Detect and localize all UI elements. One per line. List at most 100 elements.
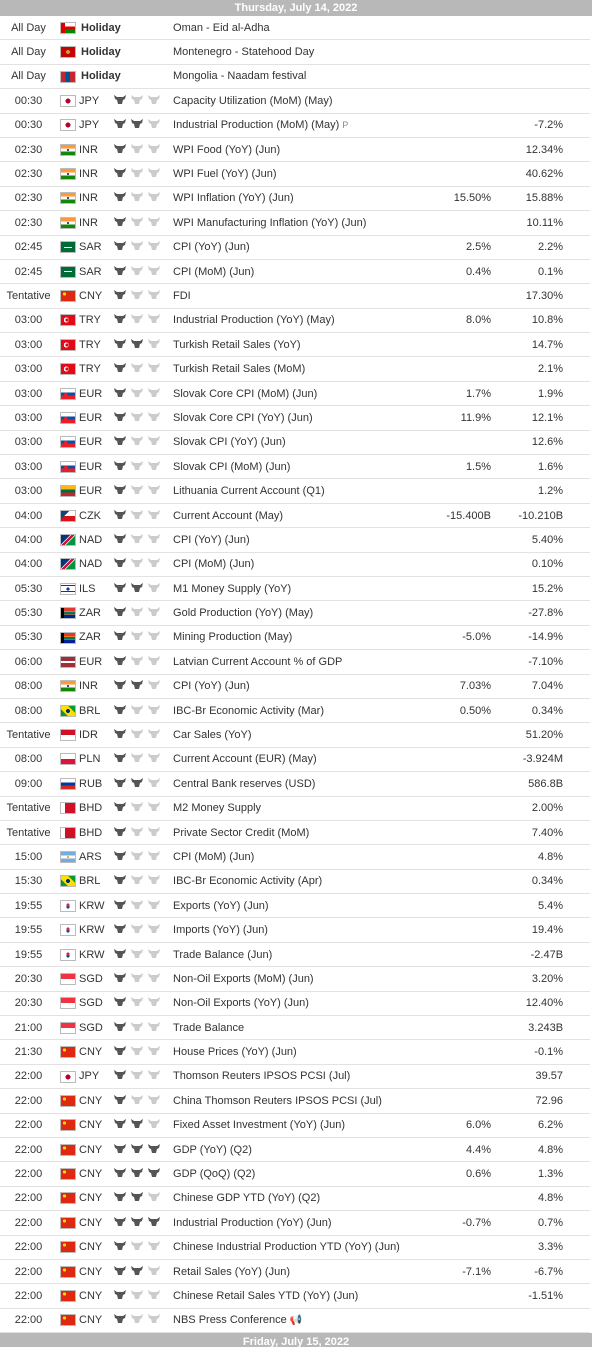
event-name[interactable]: Private Sector Credit (MoM)	[173, 826, 310, 839]
event-row[interactable]: Tentative CNY FDI 17.30%	[0, 283, 591, 309]
event-name[interactable]: GDP (QoQ) (Q2)	[173, 1168, 256, 1181]
event-row[interactable]: 03:00 EUR Slovak Core CPI (YoY) (Jun) 11…	[0, 405, 591, 431]
event-row[interactable]: 02:30 INR WPI Food (YoY) (Jun) 12.34%	[0, 137, 591, 163]
event-name-cell[interactable]: House Prices (YoY) (Jun)	[171, 1039, 412, 1065]
event-name-cell[interactable]: CPI (MoM) (Jun)	[171, 844, 412, 870]
holiday-row[interactable]: All Day Holiday Mongolia - Naadam festiv…	[0, 64, 591, 90]
event-name[interactable]: Thomson Reuters IPSOS PCSI (Jul)	[173, 1070, 351, 1083]
event-row[interactable]: 05:30 ZAR Gold Production (YoY) (May) -2…	[0, 600, 591, 626]
event-name-cell[interactable]: M2 Money Supply	[171, 796, 412, 821]
event-name-cell[interactable]: Central Bank reserves (USD)	[171, 771, 412, 797]
event-name[interactable]: Turkish Retail Sales (YoY)	[173, 338, 301, 351]
event-name[interactable]: Central Bank reserves (USD)	[173, 777, 316, 790]
event-name[interactable]: Imports (YoY) (Jun)	[173, 924, 268, 937]
event-name-cell[interactable]: Industrial Production (MoM) (May) P	[171, 113, 412, 138]
event-name-cell[interactable]: CPI (YoY) (Jun)	[171, 235, 412, 260]
event-name-cell[interactable]: CPI (YoY) (Jun)	[171, 527, 412, 553]
event-row[interactable]: 20:30 SGD Non-Oil Exports (YoY) (Jun) 12…	[0, 991, 591, 1017]
event-name-cell[interactable]: Lithuania Current Account (Q1)	[171, 478, 412, 504]
event-name-cell[interactable]: Turkish Retail Sales (YoY)	[171, 332, 412, 358]
event-name[interactable]: Capacity Utilization (MoM) (May)	[173, 94, 333, 107]
event-name[interactable]: FDI	[173, 289, 191, 302]
event-name[interactable]: WPI Food (YoY) (Jun)	[173, 143, 281, 156]
event-name[interactable]: Current Account (May)	[173, 509, 284, 522]
event-row[interactable]: 22:00 CNY Fixed Asset Investment (YoY) (…	[0, 1113, 591, 1138]
event-name[interactable]: Slovak Core CPI (YoY) (Jun)	[173, 411, 313, 424]
event-name-cell[interactable]: Trade Balance	[171, 1015, 412, 1041]
event-row[interactable]: 00:30 JPY Capacity Utilization (MoM) (Ma…	[0, 88, 591, 114]
event-name[interactable]: House Prices (YoY) (Jun)	[173, 1046, 297, 1059]
event-name[interactable]: Exports (YoY) (Jun)	[173, 899, 269, 912]
event-row[interactable]: 02:30 INR WPI Fuel (YoY) (Jun) 40.62%	[0, 161, 591, 187]
event-name-cell[interactable]: Current Account (May)	[171, 503, 412, 529]
event-row[interactable]: 22:00 CNY NBS Press Conference 📢	[0, 1308, 591, 1334]
event-name-cell[interactable]: FDI	[171, 283, 412, 309]
event-row[interactable]: 06:00 EUR Latvian Current Account % of G…	[0, 649, 591, 675]
event-name-cell[interactable]: Industrial Production (YoY) (Jun)	[171, 1210, 412, 1236]
event-name[interactable]: NBS Press Conference	[173, 1314, 287, 1327]
event-row[interactable]: 05:30 ILS M1 Money Supply (YoY) 15.2%	[0, 576, 591, 602]
event-name-cell[interactable]: Industrial Production (YoY) (May)	[171, 308, 412, 334]
event-name-cell[interactable]: GDP (QoQ) (Q2)	[171, 1161, 412, 1187]
event-row[interactable]: 22:00 JPY Thomson Reuters IPSOS PCSI (Ju…	[0, 1064, 591, 1090]
event-row[interactable]: 03:00 EUR Slovak CPI (YoY) (Jun) 12.6%	[0, 430, 591, 456]
event-name-cell[interactable]: Slovak CPI (MoM) (Jun)	[171, 454, 412, 480]
event-name[interactable]: Industrial Production (YoY) (Jun)	[173, 1216, 332, 1229]
event-row[interactable]: 03:00 EUR Lithuania Current Account (Q1)…	[0, 478, 591, 504]
event-name[interactable]: Latvian Current Account % of GDP	[173, 655, 343, 668]
event-name[interactable]: CPI (YoY) (Jun)	[173, 533, 250, 546]
event-name[interactable]: IBC-Br Economic Activity (Apr)	[173, 875, 323, 888]
event-row[interactable]: 03:00 EUR Slovak Core CPI (MoM) (Jun) 1.…	[0, 381, 591, 407]
event-row[interactable]: 04:00 CZK Current Account (May) -15.400B…	[0, 503, 591, 529]
event-name-cell[interactable]: Chinese Retail Sales YTD (YoY) (Jun)	[171, 1283, 412, 1309]
event-row[interactable]: 04:00 NAD CPI (MoM) (Jun) 0.10%	[0, 552, 591, 577]
event-name-cell[interactable]: Current Account (EUR) (May)	[171, 747, 412, 773]
event-name-cell[interactable]: WPI Fuel (YoY) (Jun)	[171, 161, 412, 187]
event-name[interactable]: Fixed Asset Investment (YoY) (Jun)	[173, 1119, 346, 1132]
event-row[interactable]: 22:00 CNY Chinese GDP YTD (YoY) (Q2) 4.8…	[0, 1186, 591, 1212]
event-name-cell[interactable]: Slovak Core CPI (YoY) (Jun)	[171, 405, 412, 431]
event-name-cell[interactable]: WPI Inflation (YoY) (Jun)	[171, 186, 412, 212]
event-name[interactable]: WPI Fuel (YoY) (Jun)	[173, 168, 277, 181]
event-name[interactable]: WPI Inflation (YoY) (Jun)	[173, 192, 294, 205]
event-row[interactable]: 22:00 CNY Chinese Retail Sales YTD (YoY)…	[0, 1283, 591, 1309]
event-name[interactable]: Industrial Production (YoY) (May)	[173, 314, 335, 327]
event-row[interactable]: Tentative BHD Private Sector Credit (MoM…	[0, 820, 591, 846]
event-name-cell[interactable]: Non-Oil Exports (MoM) (Jun)	[171, 966, 412, 992]
event-row[interactable]: 21:00 SGD Trade Balance 3.243B	[0, 1015, 591, 1041]
event-name[interactable]: Current Account (EUR) (May)	[173, 753, 317, 766]
event-row[interactable]: 03:00 EUR Slovak CPI (MoM) (Jun) 1.5% 1.…	[0, 454, 591, 480]
event-name[interactable]: Gold Production (YoY) (May)	[173, 607, 314, 620]
event-name[interactable]: Trade Balance (Jun)	[173, 948, 273, 961]
event-row[interactable]: 22:00 CNY China Thomson Reuters IPSOS PC…	[0, 1088, 591, 1114]
event-name[interactable]: CPI (YoY) (Jun)	[173, 241, 250, 254]
event-name[interactable]: Slovak CPI (YoY) (Jun)	[173, 436, 286, 449]
event-row[interactable]: 19:55 KRW Trade Balance (Jun) -2.47B	[0, 942, 591, 968]
event-name-cell[interactable]: GDP (YoY) (Q2)	[171, 1137, 412, 1163]
event-name-cell[interactable]: Slovak Core CPI (MoM) (Jun)	[171, 381, 412, 407]
event-name-cell[interactable]: Capacity Utilization (MoM) (May)	[171, 88, 412, 114]
event-name[interactable]: GDP (YoY) (Q2)	[173, 1143, 252, 1156]
event-name-cell[interactable]: Chinese Industrial Production YTD (YoY) …	[171, 1235, 412, 1260]
event-name-cell[interactable]: NBS Press Conference 📢	[171, 1308, 412, 1334]
event-name-cell[interactable]: Latvian Current Account % of GDP	[171, 649, 412, 675]
event-name-cell[interactable]: IBC-Br Economic Activity (Apr)	[171, 869, 412, 895]
event-row[interactable]: 22:00 CNY Retail Sales (YoY) (Jun) -7.1%…	[0, 1259, 591, 1285]
event-name[interactable]: China Thomson Reuters IPSOS PCSI (Jul)	[173, 1094, 382, 1107]
event-name-cell[interactable]: CPI (YoY) (Jun)	[171, 674, 412, 699]
event-name-cell[interactable]: Exports (YoY) (Jun)	[171, 893, 412, 919]
event-name-cell[interactable]: Thomson Reuters IPSOS PCSI (Jul)	[171, 1064, 412, 1090]
event-row[interactable]: 15:30 BRL IBC-Br Economic Activity (Apr)…	[0, 869, 591, 895]
event-name-cell[interactable]: Mining Production (May)	[171, 625, 412, 651]
event-name-cell[interactable]: Slovak CPI (YoY) (Jun)	[171, 430, 412, 456]
event-name[interactable]: M2 Money Supply	[173, 802, 262, 815]
event-name-cell[interactable]: Turkish Retail Sales (MoM)	[171, 356, 412, 382]
event-name[interactable]: Trade Balance	[173, 1021, 245, 1034]
event-row[interactable]: 19:55 KRW Imports (YoY) (Jun) 19.4%	[0, 917, 591, 943]
event-name-cell[interactable]: Car Sales (YoY)	[171, 722, 412, 748]
event-name[interactable]: Mining Production (May)	[173, 631, 293, 644]
event-row[interactable]: 08:00 INR CPI (YoY) (Jun) 7.03% 7.04%	[0, 674, 591, 699]
event-row[interactable]: 20:30 SGD Non-Oil Exports (MoM) (Jun) 3.…	[0, 966, 591, 992]
event-name-cell[interactable]: Non-Oil Exports (YoY) (Jun)	[171, 991, 412, 1017]
event-name-cell[interactable]: WPI Food (YoY) (Jun)	[171, 137, 412, 163]
